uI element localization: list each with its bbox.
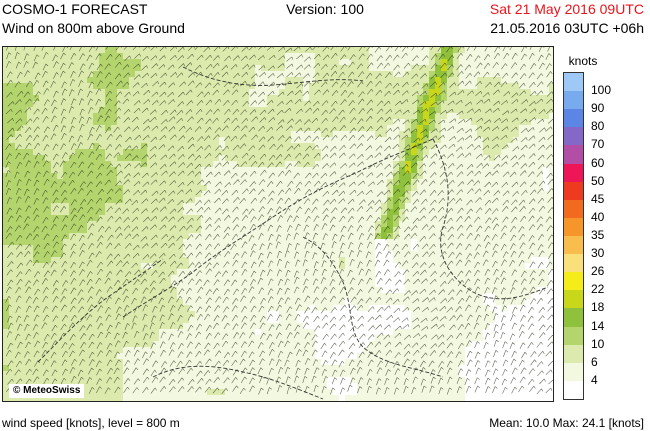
legend-tick-label: 45 [591,191,605,206]
legend-swatch [564,217,583,237]
footer-stats: Mean: 10.0 Max: 24.1 [knots] [489,416,644,430]
legend-swatch [564,236,583,255]
legend-tick-label: 50 [591,173,605,188]
forecast-title: COSMO-1 FORECAST [2,1,148,17]
legend-tick-label: 18 [591,300,605,315]
legend-tick-label: 26 [591,264,605,279]
valid-time: Sat 21 May 2016 09UTC [489,1,644,17]
legend-swatch [564,127,583,146]
wind-barbs [5,47,553,395]
legend-swatch [564,326,583,346]
version-label: Version: 100 [286,1,364,17]
legend-tick-label: 100 [591,83,612,98]
legend-tick-label: 40 [591,209,605,224]
legend-tick-label: 90 [591,101,605,116]
legend-swatch [564,254,583,273]
forecast-subtitle: Wind on 800m above Ground [2,20,185,36]
legend-swatch [564,362,583,382]
legend-tick-label: 60 [591,155,605,170]
legend-swatch [564,181,583,201]
legend-swatch [564,290,583,309]
wind-map: © MeteoSwiss [2,46,554,402]
legend-tick-label: 4 [591,372,598,387]
legend-swatch [564,272,583,291]
color-legend: knots 100 90 80 70 60 50 45 40 35 30 26 22 18 14 10 6 4 [563,54,643,400]
legend-tick-label: 30 [591,246,605,261]
legend-tick-label: 80 [591,119,605,134]
country-borders [37,66,549,400]
wind-speed-field [3,47,553,401]
legend-tick-label: 10 [591,336,605,351]
legend-swatch [564,73,583,92]
meteoswiss-credit: © MeteoSwiss [9,384,85,398]
legend-tick-label: 70 [591,137,605,152]
legend-unit: knots [568,54,598,68]
legend-swatch [564,344,583,364]
wind-map-canvas [3,47,553,401]
legend-swatch [564,109,583,128]
legend-colorbar [563,72,584,400]
footer-variable-info: wind speed [knots], level = 800 m [2,416,180,430]
legend-swatch [564,91,583,110]
legend-swatch [564,199,583,219]
legend-swatch [564,308,583,328]
legend-tick-label: 14 [591,318,605,333]
legend-swatch [564,145,583,165]
legend-tick-label: 6 [591,354,598,369]
legend-tick-label: 35 [591,228,605,242]
run-info: 21.05.2016 03UTC +06h [490,20,644,36]
legend-swatch [564,163,583,183]
legend-tick-label: 22 [591,282,605,297]
legend-swatch [564,380,583,400]
